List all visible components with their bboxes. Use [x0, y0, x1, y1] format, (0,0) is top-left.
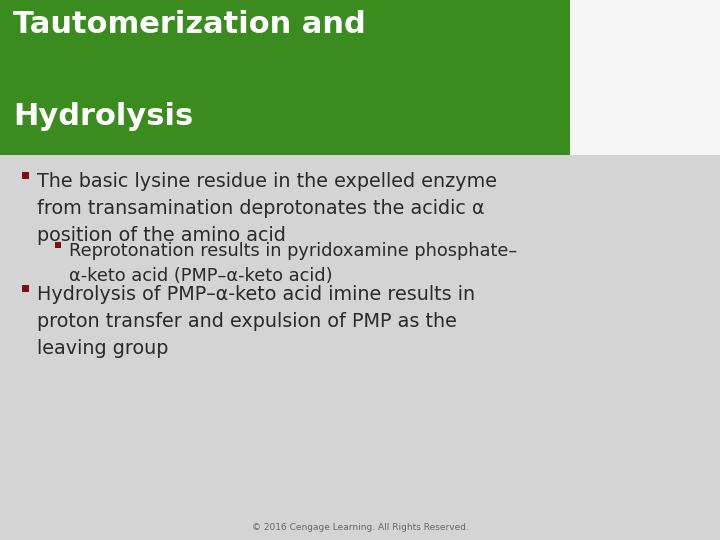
Circle shape: [575, 35, 641, 103]
FancyBboxPatch shape: [55, 242, 61, 248]
Circle shape: [653, 73, 719, 141]
Text: © 2016 Cengage Learning. All Rights Reserved.: © 2016 Cengage Learning. All Rights Rese…: [251, 523, 469, 532]
Text: Hydrolysis of PMP–α-keto acid imine results in: Hydrolysis of PMP–α-keto acid imine resu…: [37, 285, 475, 304]
Text: The basic lysine residue in the expelled enzyme: The basic lysine residue in the expelled…: [37, 172, 497, 191]
Polygon shape: [645, 0, 705, 31]
Text: Hydrolysis: Hydrolysis: [13, 102, 193, 131]
Circle shape: [626, 46, 680, 102]
Circle shape: [659, 16, 720, 84]
Text: Tautomerization and: Tautomerization and: [13, 10, 366, 39]
Text: Reprotonation results in pyridoxamine phosphate–: Reprotonation results in pyridoxamine ph…: [69, 242, 517, 260]
Circle shape: [601, 86, 667, 154]
Text: position of the amino acid: position of the amino acid: [37, 226, 286, 245]
Text: α-keto acid (PMP–α-keto acid): α-keto acid (PMP–α-keto acid): [69, 267, 333, 285]
Text: proton transfer and expulsion of PMP as the: proton transfer and expulsion of PMP as …: [37, 312, 457, 331]
FancyBboxPatch shape: [22, 172, 29, 179]
Text: from transamination deprotonates the acidic α: from transamination deprotonates the aci…: [37, 199, 485, 218]
Text: leaving group: leaving group: [37, 339, 168, 358]
Circle shape: [651, 73, 669, 91]
Circle shape: [611, 0, 676, 60]
FancyBboxPatch shape: [22, 285, 29, 292]
